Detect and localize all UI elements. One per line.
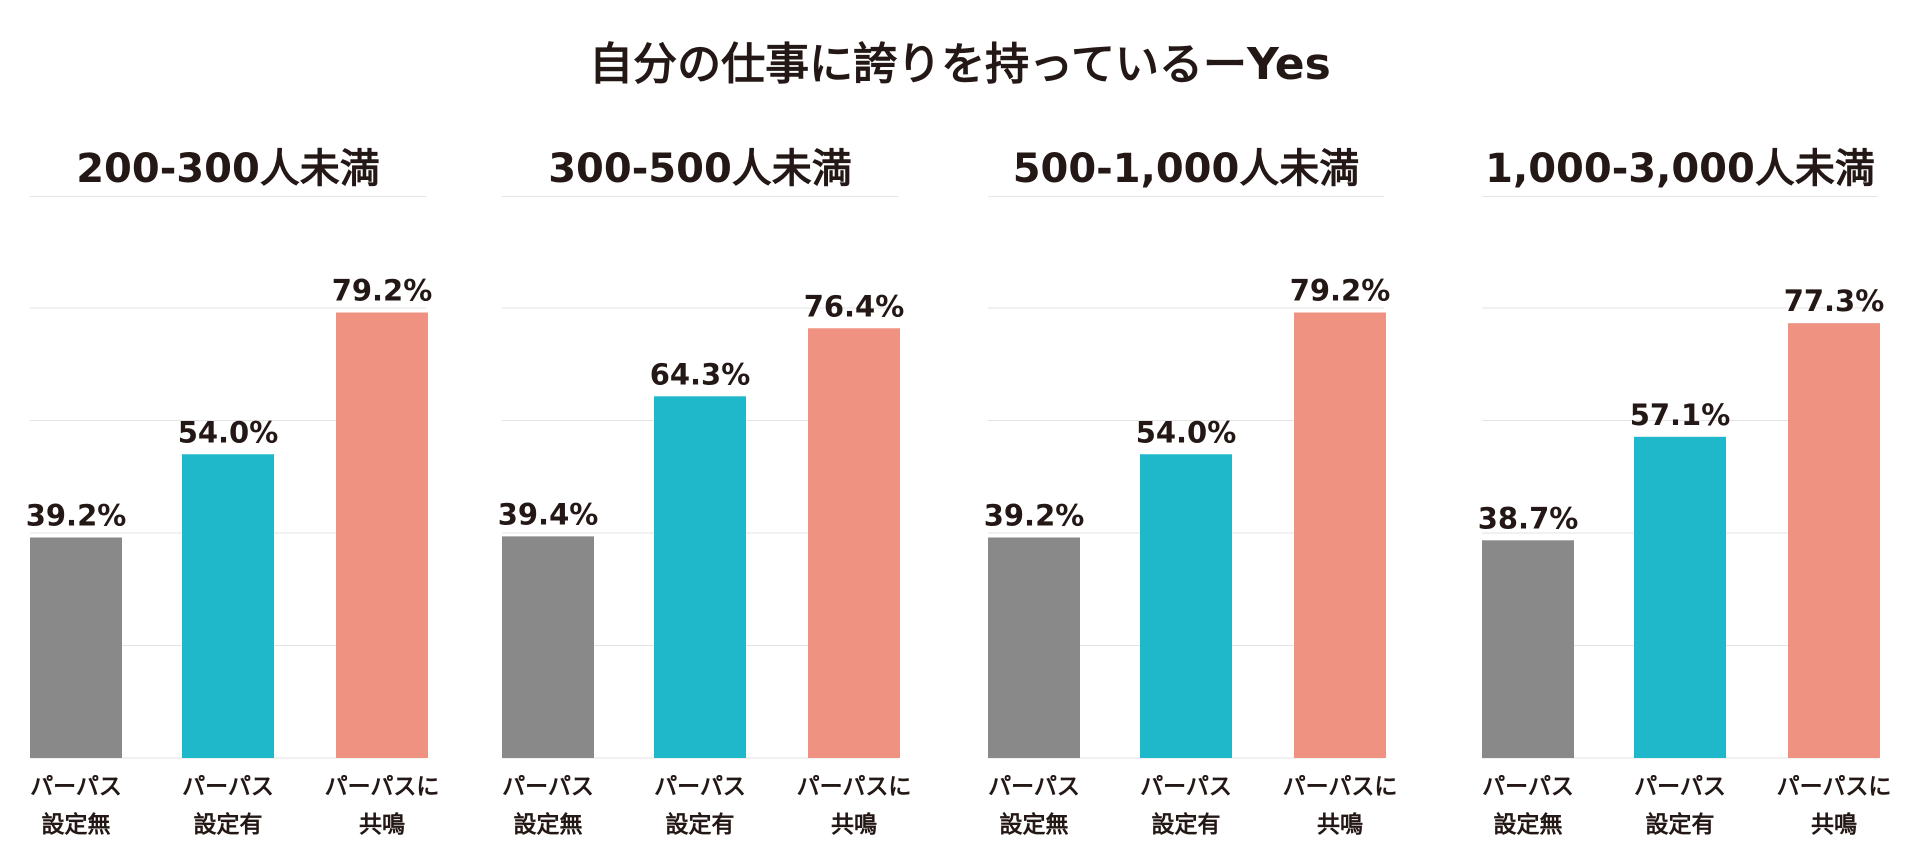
x-tick-line1: パーパスに xyxy=(1282,774,1398,800)
data-label: 38.7% xyxy=(1478,501,1579,535)
x-tick-label: パーパス 設定無 xyxy=(1463,768,1593,844)
panel-4: 1,000-3,000人未満 38.7% 57.1% 77.3% パーパス設定無 パーパス… xyxy=(1478,130,1892,838)
data-label: 39.4% xyxy=(498,497,599,531)
panel-title: 500-1,000人未満 xyxy=(1012,146,1360,192)
x-tick-label: パーパス 設定有 xyxy=(1615,768,1745,844)
plot-area: 39.4% 64.3% 76.4% xyxy=(498,289,904,759)
bar xyxy=(1788,323,1880,758)
plot-area: 39.2% 54.0% 79.2% xyxy=(984,274,1390,759)
data-label: 39.2% xyxy=(26,499,127,533)
x-tick-line1: パーパス xyxy=(182,774,274,800)
x-tick-label: パーパス 設定有 xyxy=(163,768,293,844)
x-tick-line1: パーパス xyxy=(502,774,594,800)
separator xyxy=(502,196,898,197)
panel-1: 200-300人未満 39.2% 54.0% 79.2% パーパス設定無 パーパス設定有 パ… xyxy=(26,130,440,838)
x-tick-line2: 設定有 xyxy=(193,812,263,838)
x-tick-line2: 共鳴 xyxy=(1317,812,1363,838)
x-tick-line1: パーパスに xyxy=(1776,774,1892,800)
x-tick-label: パーパス 設定有 xyxy=(1121,768,1251,844)
bar xyxy=(808,328,900,758)
data-label: 54.0% xyxy=(1136,415,1237,449)
x-tick-line1: パーパス xyxy=(30,774,122,800)
plot-area: 39.2% 54.0% 79.2% xyxy=(26,274,432,759)
bar xyxy=(1140,454,1232,758)
x-tick-line1: パーパス xyxy=(1140,774,1232,800)
x-tick-line2: 共鳴 xyxy=(359,812,405,838)
separator xyxy=(1482,196,1878,197)
data-label: 54.0% xyxy=(178,415,279,449)
x-tick-line1: パーパス xyxy=(654,774,746,800)
x-tick-line2: 設定有 xyxy=(1645,812,1715,838)
x-tick-label: パーパス 設定無 xyxy=(483,768,613,844)
data-label: 57.1% xyxy=(1630,398,1731,432)
data-label: 76.4% xyxy=(804,289,905,323)
x-tick-label: パーパスに 共鳴 xyxy=(1275,768,1405,844)
bar xyxy=(988,537,1080,758)
bar xyxy=(336,312,428,758)
x-tick-line2: 設定無 xyxy=(1493,812,1563,838)
panel-title: 1,000-3,000人未満 xyxy=(1485,146,1875,192)
x-tick-line2: 設定無 xyxy=(41,812,111,838)
bar xyxy=(1482,540,1574,758)
x-tick-line1: パーパス xyxy=(1482,774,1574,800)
panel-title: 300-500人未満 xyxy=(548,146,852,192)
bar xyxy=(1294,312,1386,758)
x-tick-label: パーパスに 共鳴 xyxy=(789,768,919,844)
x-tick-line2: 設定無 xyxy=(999,812,1069,838)
panel-3: 500-1,000人未満 39.2% 54.0% 79.2% パーパス設定無 パーパス設定… xyxy=(984,130,1398,838)
x-tick-line2: 設定有 xyxy=(665,812,735,838)
panel-title: 200-300人未満 xyxy=(76,146,380,192)
plot-area: 38.7% 57.1% 77.3% xyxy=(1478,284,1884,759)
x-tick-line2: 設定有 xyxy=(1151,812,1221,838)
x-tick-label: パーパスに 共鳴 xyxy=(1769,768,1899,844)
bar xyxy=(654,396,746,758)
x-tick-line1: パーパスに xyxy=(324,774,440,800)
data-label: 79.2% xyxy=(332,274,433,308)
x-tick-line2: 共鳴 xyxy=(1811,812,1857,838)
separator xyxy=(988,196,1384,197)
x-tick-label: パーパス 設定無 xyxy=(969,768,1099,844)
bar xyxy=(182,454,274,758)
x-tick-line1: パーパス xyxy=(988,774,1080,800)
x-tick-label: パーパス 設定有 xyxy=(635,768,765,844)
panel-2: 300-500人未満 39.4% 64.3% 76.4% パーパス設定無 パーパス設定有 パ… xyxy=(498,130,912,838)
data-label: 64.3% xyxy=(650,357,751,391)
x-tick-line1: パーパスに xyxy=(796,774,912,800)
x-tick-line2: 設定無 xyxy=(513,812,583,838)
bar xyxy=(30,537,122,758)
x-tick-line2: 共鳴 xyxy=(831,812,877,838)
x-tick-label: パーパスに 共鳴 xyxy=(317,768,447,844)
x-tick-line1: パーパス xyxy=(1634,774,1726,800)
data-label: 39.2% xyxy=(984,499,1085,533)
chart-title: 自分の仕事に誇りを持っているーYes xyxy=(589,39,1331,90)
separator xyxy=(30,196,426,197)
bar xyxy=(502,536,594,758)
data-label: 77.3% xyxy=(1784,284,1885,318)
bar xyxy=(1634,436,1726,758)
x-tick-label: パーパス 設定無 xyxy=(11,768,141,844)
data-label: 79.2% xyxy=(1290,274,1391,308)
